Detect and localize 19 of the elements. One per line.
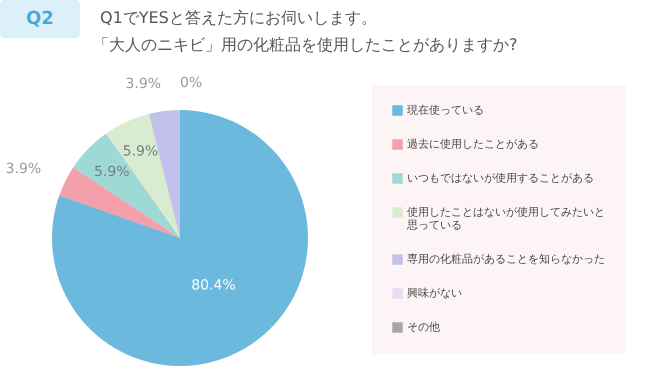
chart-subtitle: 「大人のニキビ」用の化粧品を使用したことがありますか? <box>93 35 518 54</box>
legend-label: その他 <box>407 320 440 334</box>
chart-title: Q1でYESと答えた方にお伺いします。 <box>100 8 377 27</box>
legend-label: 使用したことはないが使用してみたいと思っている <box>406 206 605 232</box>
data-label: 3.9% <box>6 160 42 177</box>
data-label: 5.9% <box>122 144 158 160</box>
legend-label: 現在使っている <box>407 104 484 116</box>
pie-slice <box>73 134 180 238</box>
pie-slice <box>59 167 180 238</box>
legend-label: 過去に使用したことがある <box>407 138 539 150</box>
data-label: 80.4% <box>191 277 236 294</box>
data-label: 5.9% <box>94 164 130 180</box>
pie-slice <box>52 110 308 366</box>
legend-label: いつもではないが使用することがある <box>407 172 594 184</box>
data-label: 3.9% <box>125 76 162 92</box>
text: Q2 <box>26 8 54 29</box>
legend-label: 専用の化粧品があることを知らなかった <box>407 252 605 266</box>
text: 0% <box>180 75 202 91</box>
legend-label: 興味がない <box>407 286 462 300</box>
